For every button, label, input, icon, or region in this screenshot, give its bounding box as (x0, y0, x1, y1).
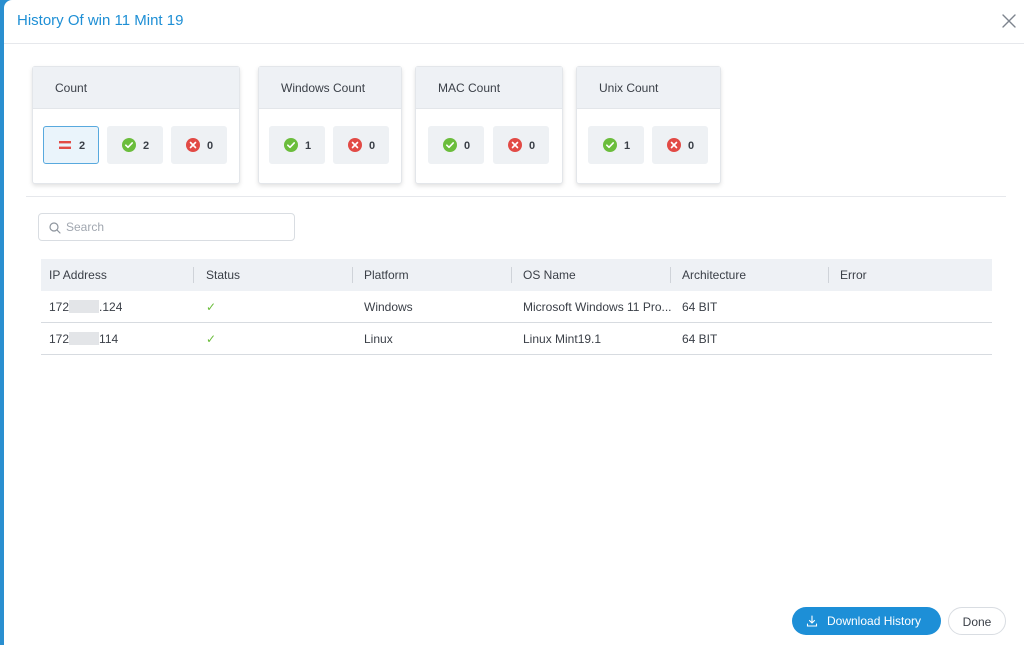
column-platform[interactable]: Platform (364, 268, 409, 282)
mac-failed-value: 0 (529, 140, 536, 152)
count-failed-value: 0 (207, 140, 214, 152)
search-box[interactable] (38, 213, 295, 241)
modal-header: History Of win 11 Mint 19 (4, 0, 1024, 44)
table-row[interactable]: 172.124 ✓ Windows Microsoft Windows 11 P… (41, 291, 992, 323)
download-history-button[interactable]: Download History (792, 607, 941, 635)
check-circle-icon (122, 138, 136, 152)
column-error[interactable]: Error (840, 268, 867, 282)
check-circle-icon (603, 138, 617, 152)
count-success-value: 2 (143, 140, 150, 152)
windows-success-chip[interactable]: 1 (269, 126, 325, 164)
windows-count-card: Windows Count 1 0 (258, 66, 402, 184)
count-card-title: Count (33, 67, 239, 109)
mac-success-value: 0 (464, 140, 471, 152)
column-ip-address[interactable]: IP Address (49, 268, 107, 282)
count-failed-chip[interactable]: 0 (171, 126, 227, 164)
cell-platform: Linux (364, 332, 393, 346)
mac-failed-chip[interactable]: 0 (493, 126, 549, 164)
count-card: Count 2 2 0 (32, 66, 240, 184)
column-separator (828, 267, 829, 283)
unix-success-chip[interactable]: 1 (588, 126, 644, 164)
count-success-chip[interactable]: 2 (107, 126, 163, 164)
cell-architecture: 64 BIT (682, 300, 718, 314)
cell-ip-address: 172.124 (49, 300, 123, 314)
cell-architecture: 64 BIT (682, 332, 718, 346)
column-architecture[interactable]: Architecture (682, 268, 747, 282)
column-status[interactable]: Status (206, 268, 241, 282)
column-separator (511, 267, 512, 283)
column-separator (352, 267, 353, 283)
check-circle-icon (284, 138, 298, 152)
mac-count-card: MAC Count 0 0 (415, 66, 563, 184)
cell-ip-address: 172 114 (49, 332, 119, 346)
mac-success-chip[interactable]: 0 (428, 126, 484, 164)
unix-count-card: Unix Count 1 0 (576, 66, 721, 184)
redacted-mask (69, 332, 100, 345)
unix-count-title: Unix Count (577, 67, 720, 109)
search-input[interactable] (66, 218, 286, 236)
x-circle-icon (667, 138, 681, 152)
cell-status-check-icon: ✓ (206, 332, 217, 346)
cell-platform: Windows (364, 300, 413, 314)
windows-success-value: 1 (305, 140, 312, 152)
redacted-mask (69, 300, 100, 313)
column-separator (670, 267, 671, 283)
close-icon (1002, 14, 1016, 28)
download-icon (806, 615, 818, 627)
count-total-value: 2 (79, 140, 86, 152)
download-history-label: Download History (827, 614, 922, 628)
mac-count-title: MAC Count (416, 67, 562, 109)
unix-failed-value: 0 (688, 140, 695, 152)
equals-icon (59, 141, 71, 149)
done-button[interactable]: Done (948, 607, 1006, 635)
unix-success-value: 1 (624, 140, 631, 152)
history-table: IP Address Status Platform OS Name Archi… (41, 259, 992, 355)
cell-os-name: Microsoft Windows 11 Pro... (523, 300, 672, 314)
x-circle-icon (508, 138, 522, 152)
cell-os-name: Linux Mint19.1 (523, 332, 602, 346)
table-row[interactable]: 172 114 ✓ Linux Linux Mint19.1 64 BIT (41, 323, 992, 355)
windows-count-title: Windows Count (259, 67, 401, 109)
unix-failed-chip[interactable]: 0 (652, 126, 708, 164)
check-circle-icon (443, 138, 457, 152)
table-header: IP Address Status Platform OS Name Archi… (41, 259, 992, 291)
close-button[interactable] (1000, 12, 1018, 30)
count-total-chip[interactable]: 2 (43, 126, 99, 164)
windows-failed-value: 0 (369, 140, 376, 152)
column-separator (193, 267, 194, 283)
history-modal: History Of win 11 Mint 19 Count 2 (4, 0, 1024, 645)
section-divider (26, 196, 1006, 197)
x-circle-icon (348, 138, 362, 152)
cell-status-check-icon: ✓ (206, 300, 217, 314)
x-circle-icon (186, 138, 200, 152)
search-icon (49, 222, 61, 234)
windows-failed-chip[interactable]: 0 (333, 126, 389, 164)
modal-title: History Of win 11 Mint 19 (17, 12, 184, 29)
column-os-name[interactable]: OS Name (523, 268, 576, 282)
